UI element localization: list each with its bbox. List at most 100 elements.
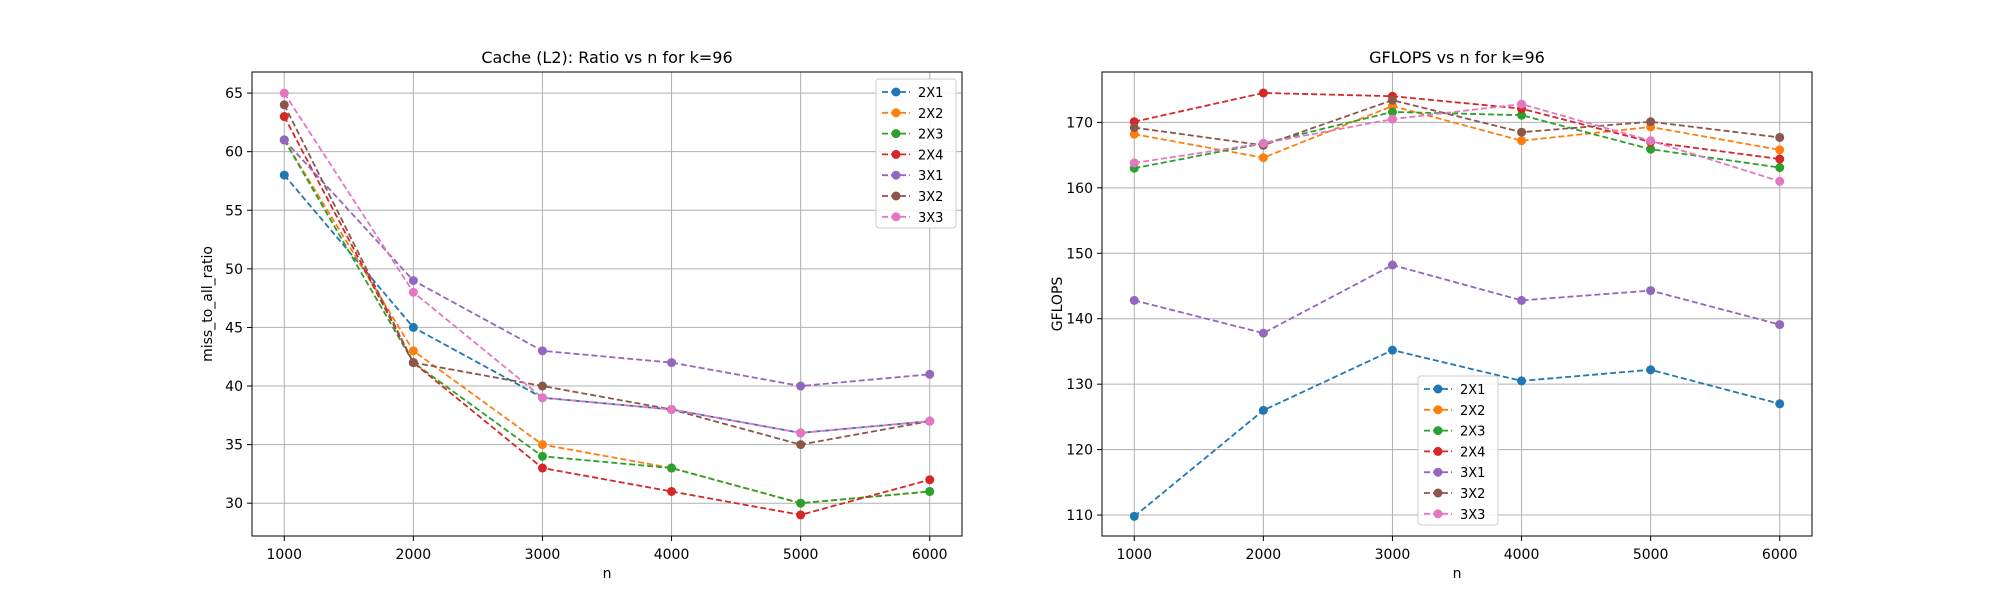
- legend-marker: [891, 129, 901, 139]
- y-tick-label: 50: [225, 262, 243, 278]
- y-axis-label: GFLOPS: [1050, 277, 1066, 332]
- data-point: [1775, 132, 1785, 142]
- legend-marker: [891, 149, 901, 159]
- data-point: [1775, 176, 1785, 186]
- data-point: [1387, 114, 1397, 124]
- data-point: [537, 381, 547, 391]
- legend-marker: [891, 212, 901, 222]
- chart-miss-ratio: 1000 2000 3000 4000 5000 6000 30 35 40 45 50 55 60 65…: [200, 48, 963, 582]
- series-line: [283, 116, 930, 516]
- y-tick-label: 45: [225, 320, 243, 336]
- series-line: [283, 139, 930, 505]
- data-point: [1775, 320, 1785, 330]
- legend-label: 2X4: [918, 148, 943, 163]
- data-point: [796, 428, 806, 438]
- x-axis-label: n: [603, 566, 612, 582]
- data-point: [537, 451, 547, 461]
- data-point: [667, 358, 677, 368]
- data-point: [408, 358, 418, 368]
- legend-label: 3X3: [1460, 508, 1485, 523]
- legend-label: 2X2: [1460, 404, 1485, 419]
- legend-item: 3X3: [882, 211, 943, 226]
- series-line: [283, 92, 930, 434]
- legend-marker: [1433, 384, 1443, 394]
- legend: 2X1 2X2 2X3 2X4 3X1 3X2 3X3: [875, 78, 957, 229]
- data-point: [1258, 138, 1268, 148]
- data-point: [1129, 123, 1139, 133]
- x-tick-label: 5000: [1633, 547, 1669, 563]
- data-point: [279, 88, 289, 98]
- data-point: [279, 100, 289, 110]
- data-point: [925, 486, 935, 496]
- x-tick-label: 5000: [783, 547, 819, 563]
- legend-label: 3X2: [1460, 487, 1485, 502]
- y-tick-label: 30: [225, 496, 243, 512]
- legend-label: 3X1: [1460, 466, 1485, 481]
- data-point: [408, 346, 418, 356]
- data-point: [537, 463, 547, 473]
- data-point: [408, 276, 418, 286]
- data-point: [537, 346, 547, 356]
- x-tick-label: 3000: [525, 547, 561, 563]
- x-tick-label: 2000: [1246, 547, 1282, 563]
- x-tick-label: 1000: [266, 547, 302, 563]
- data-point: [1129, 158, 1139, 168]
- legend-marker: [1433, 467, 1443, 477]
- legend-item: 3X1: [882, 169, 943, 184]
- series-line: [283, 139, 930, 505]
- series-2x1: [1129, 345, 1785, 521]
- legend-item: 3X2: [882, 190, 943, 205]
- data-point: [1517, 99, 1527, 109]
- series-line: [283, 104, 930, 446]
- y-tick-label: 130: [1066, 377, 1093, 393]
- data-point: [1517, 295, 1527, 305]
- chart-title: Cache (L2): Ratio vs n for k=96: [481, 48, 732, 67]
- legend-label: 2X2: [918, 107, 943, 122]
- legend-marker: [891, 108, 901, 118]
- y-tick-label: 65: [225, 86, 243, 102]
- data-point: [1517, 376, 1527, 386]
- data-point: [1517, 110, 1527, 120]
- legend-item: 2X3: [1424, 425, 1485, 440]
- series-3x2: [1129, 95, 1785, 150]
- legend-label: 2X4: [1460, 445, 1485, 460]
- data-point: [925, 416, 935, 426]
- data-point: [1775, 154, 1785, 164]
- series-3x2: [279, 100, 935, 450]
- y-tick-label: 160: [1066, 181, 1093, 197]
- legend-label: 3X2: [918, 190, 943, 205]
- data-point: [537, 393, 547, 403]
- series-2x2: [1129, 101, 1785, 163]
- data-point: [1517, 127, 1527, 137]
- series-line: [1133, 349, 1780, 518]
- data-point: [279, 135, 289, 145]
- legend-item: 2X4: [882, 148, 943, 163]
- x-tick-label: 4000: [654, 547, 690, 563]
- data-point: [796, 498, 806, 508]
- legend-label: 2X1: [918, 86, 943, 101]
- y-tick-label: 60: [225, 145, 243, 161]
- legend-item: 2X4: [1424, 445, 1485, 460]
- y-axis-label: miss_to_all_ratio: [200, 246, 216, 362]
- legend-item: 3X3: [1424, 508, 1485, 523]
- legend-item: 2X2: [1424, 404, 1485, 419]
- x-tick-label: 1000: [1116, 547, 1152, 563]
- series-line: [1134, 92, 1780, 160]
- series-3x1: [279, 135, 935, 391]
- series-2x4: [279, 112, 935, 520]
- legend-item: 3X2: [1424, 487, 1485, 502]
- data-point: [1646, 117, 1656, 127]
- legend-label: 2X3: [1460, 425, 1485, 440]
- y-tick-label: 170: [1066, 115, 1093, 131]
- y-tick-label: 120: [1066, 443, 1093, 459]
- y-tick-label: 150: [1066, 246, 1093, 262]
- y-tick-label: 35: [225, 438, 243, 454]
- data-point: [796, 381, 806, 391]
- data-point: [1129, 295, 1139, 305]
- series-line: [1134, 264, 1780, 335]
- x-tick-label: 2000: [396, 547, 432, 563]
- legend-item: 3X1: [1424, 466, 1485, 481]
- data-point: [925, 369, 935, 379]
- data-point: [667, 486, 677, 496]
